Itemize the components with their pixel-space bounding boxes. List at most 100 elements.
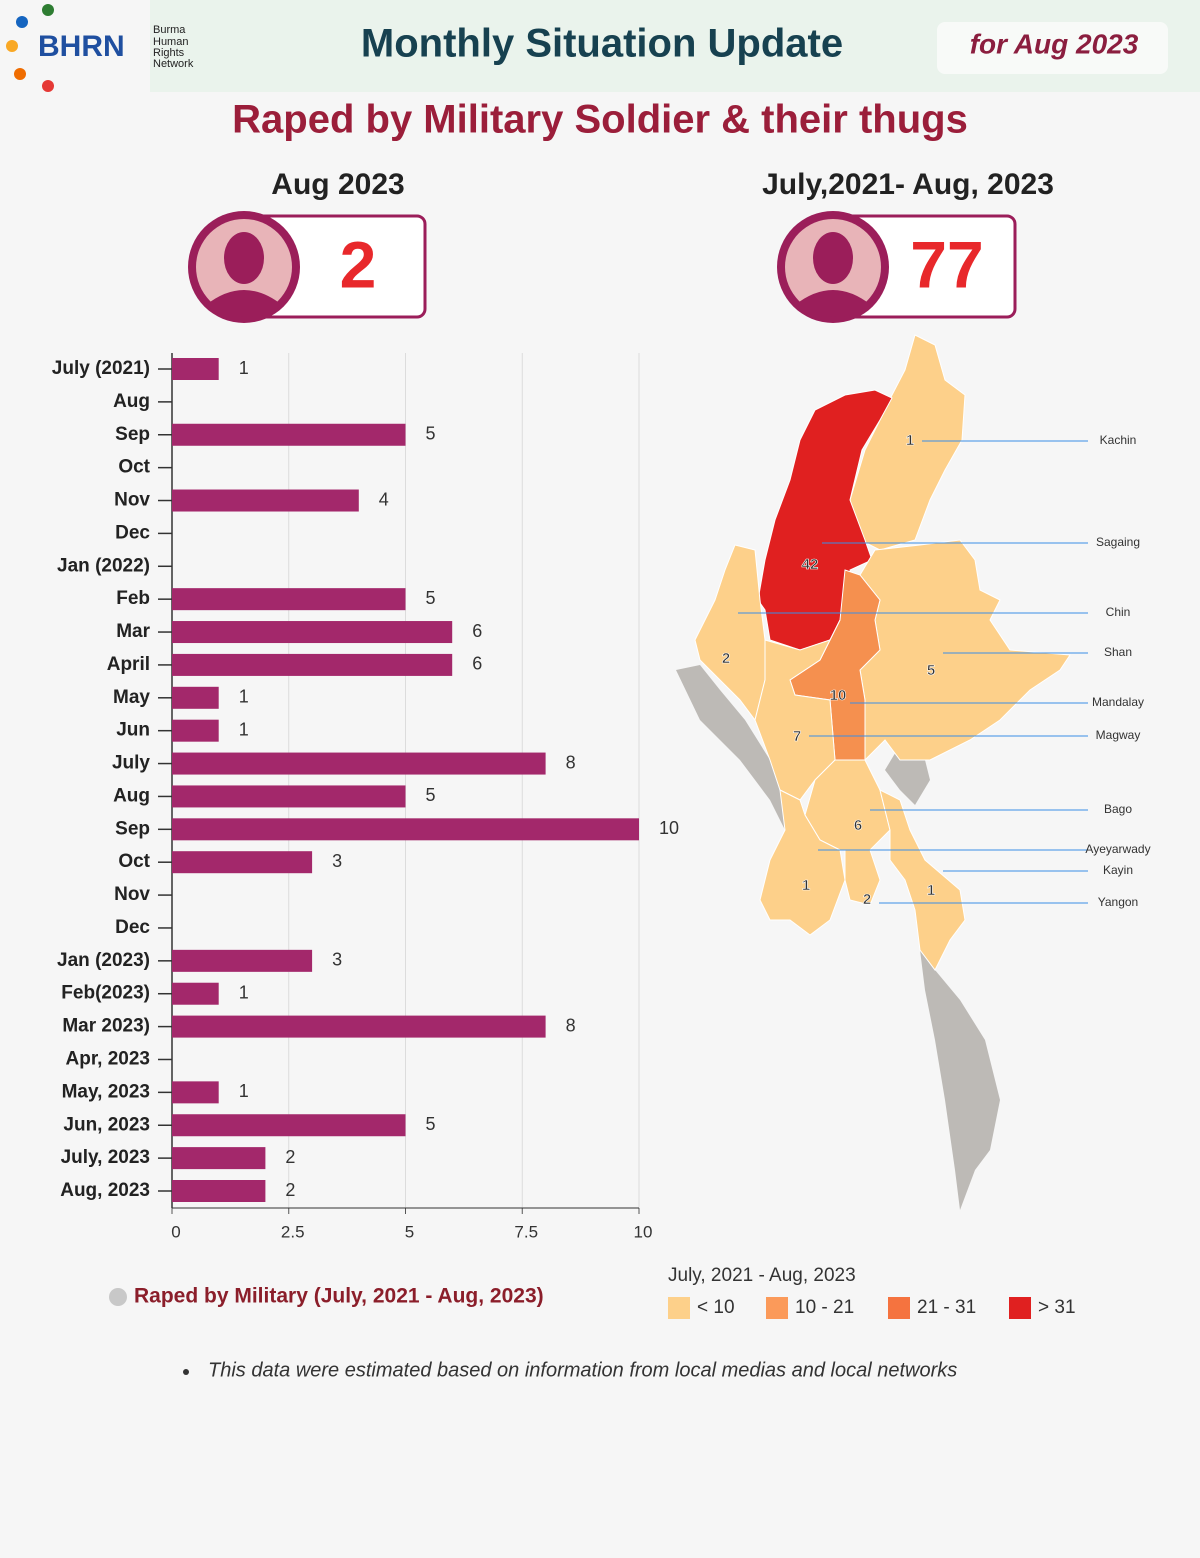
region-name: Chin: [1106, 605, 1131, 619]
org-name: Network: [153, 58, 194, 70]
y-tick-label: Dec: [115, 917, 150, 938]
bar: [172, 851, 313, 874]
value-label: 6: [472, 654, 482, 674]
legend-label: < 10: [697, 1297, 735, 1318]
legend-label: 21 - 31: [917, 1297, 976, 1318]
value-label: 1: [239, 982, 249, 1002]
value-label: 5: [426, 785, 436, 805]
value-label: 5: [426, 424, 436, 444]
region-value: 10: [830, 687, 847, 704]
map-area: [920, 950, 1000, 1210]
legend-label: > 31: [1038, 1297, 1076, 1318]
x-tick-label: 10: [634, 1222, 653, 1241]
avatar: [188, 211, 300, 323]
value-label: 8: [566, 1015, 576, 1035]
value-label: 3: [332, 950, 342, 970]
legend-swatch: [1009, 1297, 1031, 1319]
region-name: Kayin: [1103, 863, 1133, 877]
legend-label: Raped by Military (July, 2021 - Aug, 202…: [134, 1285, 544, 1308]
value-label: 4: [379, 489, 389, 509]
legend-swatch: [668, 1297, 690, 1319]
value-label: 6: [472, 621, 482, 641]
map-area: [676, 665, 790, 840]
period-badge: [937, 22, 1168, 74]
bar: [172, 653, 453, 676]
x-tick-label: 5: [405, 1222, 414, 1241]
bar: [172, 1015, 546, 1038]
y-tick-label: Feb(2023): [61, 983, 150, 1004]
value-label: 1: [239, 719, 249, 739]
region-value: 1: [906, 432, 914, 449]
map-legend-title: July, 2021 - Aug, 2023: [668, 1265, 856, 1286]
value-label: 2: [285, 1180, 295, 1200]
region-name: Mandalay: [1092, 695, 1144, 709]
y-tick-label: May, 2023: [62, 1081, 150, 1102]
value-label: 5: [426, 1114, 436, 1134]
legend-label: 10 - 21: [795, 1297, 854, 1318]
bar: [172, 818, 639, 841]
logo: BHRN Burma Human Rights Network: [6, 4, 194, 92]
value-label: 1: [239, 1081, 249, 1101]
region-name: Bago: [1104, 802, 1132, 816]
org-name: Burma: [153, 24, 186, 36]
y-tick-label: Feb: [116, 588, 150, 609]
region-name: Ayeyarwady: [1085, 842, 1150, 856]
value-label: 10: [659, 818, 679, 838]
region-value: 42: [802, 556, 819, 573]
bullet: [183, 1369, 189, 1375]
value-label: 1: [239, 358, 249, 378]
y-tick-label: Dec: [115, 522, 150, 543]
y-tick-label: Jun, 2023: [63, 1114, 150, 1135]
region-value: 2: [722, 650, 730, 667]
y-tick-label: Sep: [115, 818, 150, 839]
bar: [172, 358, 219, 380]
region-value: 6: [854, 817, 862, 834]
x-tick-label: 7.5: [514, 1222, 538, 1241]
legend-swatch: [888, 1297, 910, 1319]
footnote: This data were estimated based on inform…: [208, 1359, 957, 1381]
bar: [172, 1147, 266, 1170]
y-tick-label: Aug, 2023: [60, 1180, 150, 1201]
bar: [172, 489, 359, 512]
value-label: 5: [426, 588, 436, 608]
y-tick-label: Nov: [114, 490, 150, 511]
bar: [172, 686, 219, 709]
stat-value: 2: [340, 227, 377, 301]
headline: Raped by Military Soldier & their thugs: [232, 98, 968, 142]
region-name: Yangon: [1098, 895, 1138, 909]
region-name: Magway: [1096, 728, 1141, 742]
stat-value: 77: [910, 227, 983, 301]
stat-label: Aug 2023: [271, 168, 404, 201]
region-value: 7: [793, 728, 801, 745]
bar: [172, 785, 406, 808]
page-title: Monthly Situation Update: [361, 22, 843, 66]
value-label: 1: [239, 687, 249, 707]
bar: [172, 1081, 219, 1104]
y-tick-label: July: [112, 753, 150, 774]
bar: [172, 1114, 406, 1137]
logo-text: BHRN: [38, 30, 125, 63]
legend-swatch: [109, 1288, 127, 1306]
avatar: [777, 211, 889, 323]
y-tick-label: Oct: [118, 457, 150, 478]
y-tick-label: Oct: [118, 851, 150, 872]
period: for Aug 2023: [970, 28, 1139, 59]
y-tick-label: Aug: [113, 391, 150, 412]
y-tick-label: July, 2023: [61, 1147, 150, 1168]
region-shape: [754, 619, 841, 801]
bar: [172, 1180, 266, 1202]
org-name: Rights: [153, 47, 185, 59]
y-tick-label: Mar: [116, 621, 150, 642]
legend-swatch: [766, 1297, 788, 1319]
y-tick-label: Jan (2023): [57, 950, 150, 971]
org-name: Human: [153, 36, 188, 48]
map-legend: < 10 10 - 21 21 - 31 > 31: [668, 1297, 1076, 1319]
bar: [172, 621, 453, 644]
value-label: 2: [285, 1147, 295, 1167]
x-tick-label: 0: [171, 1222, 180, 1241]
value-label: 8: [566, 752, 576, 772]
value-label: 3: [332, 851, 342, 871]
x-tick-label: 2.5: [281, 1222, 305, 1241]
